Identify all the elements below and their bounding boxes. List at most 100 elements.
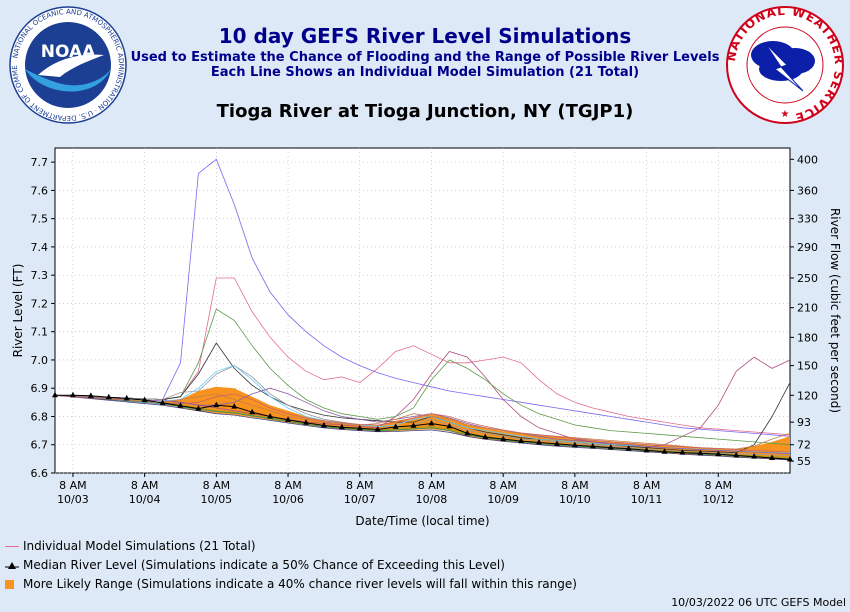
y-tick-label: 7.7 [31, 156, 49, 169]
y-tick-label: 7.6 [31, 184, 49, 197]
median-marker [625, 445, 632, 451]
member-line [54, 308, 791, 446]
chart-subtitle-2: Each Line Shows an Individual Model Simu… [210, 65, 640, 80]
legend-members: Individual Model Simulations (21 Total) [5, 539, 256, 553]
x-tick-label-time: 8 AM [489, 479, 517, 492]
legend-range-swatch [5, 580, 14, 589]
median-marker [159, 399, 166, 405]
y-tick-label: 7.1 [31, 326, 49, 339]
river-level-chart: 6.6 6.7 6.8 6.9 7.0 7.1 7.2 7.3 7.4 7.5 7.6 7.7 55 7… [11, 147, 842, 528]
y2-tick-label: 290 [797, 241, 818, 254]
median-marker [769, 454, 776, 461]
median-marker [177, 402, 184, 408]
median-marker [52, 391, 58, 398]
x-tick-label-date: 10/06 [272, 493, 304, 506]
x-tick-label-time: 8 AM [203, 479, 231, 492]
member-line [54, 393, 791, 453]
x-tick-label-date: 10/05 [200, 493, 232, 506]
x-tick-label-time: 8 AM [274, 479, 302, 492]
median-marker [733, 451, 740, 458]
y2-tick-label: 250 [797, 272, 818, 285]
median-series [52, 391, 793, 462]
median-marker [356, 424, 363, 431]
median-marker [105, 393, 112, 400]
svg-text:★: ★ [781, 109, 790, 120]
median-marker [571, 441, 578, 448]
y-axis-label: River Level (FT) [11, 264, 25, 358]
y2-tick-label: 55 [797, 455, 811, 468]
x-tick-label-date: 10/04 [129, 493, 161, 506]
median-line [55, 394, 791, 460]
x-tick-label-date: 10/10 [559, 493, 591, 506]
y2-tick-label: 400 [797, 153, 818, 166]
legend-range: More Likely Range (Simulations indicate … [5, 577, 577, 591]
median-marker [374, 425, 381, 432]
y-tick-label: 7.0 [31, 354, 49, 367]
y-tick-label: 7.3 [31, 269, 49, 282]
y2-tick-label: 120 [797, 389, 818, 402]
median-marker [697, 449, 704, 456]
median-marker [87, 392, 94, 398]
legend-median: Median River Level (Simulations indicate… [5, 558, 505, 572]
x-tick-label-date: 10/03 [57, 493, 89, 506]
x-tick-label-time: 8 AM [59, 479, 87, 492]
likely-range-area [162, 386, 791, 461]
y-tick-label: 7.4 [31, 241, 49, 254]
median-marker [123, 394, 130, 401]
median-marker [661, 448, 668, 454]
median-marker [643, 446, 650, 453]
y2-tick-label: 72 [797, 439, 811, 452]
median-marker [589, 442, 596, 449]
median-marker [249, 408, 256, 415]
y-tick-label: 6.6 [31, 467, 49, 480]
member-line [54, 158, 791, 437]
x-tick-label-date: 10/11 [631, 493, 663, 506]
y-tick-label: 6.9 [31, 382, 49, 395]
median-marker [213, 401, 220, 408]
median-marker [446, 422, 453, 429]
median-marker [428, 420, 435, 426]
legend-member-swatch [5, 546, 19, 547]
chart-subtitle-1: Used to Estimate the Chance of Flooding … [130, 50, 720, 65]
x-tick-label-time: 8 AM [633, 479, 661, 492]
y-tick-label: 7.5 [31, 213, 49, 226]
median-marker [141, 396, 148, 403]
legend-range-text: More Likely Range (Simulations indicate … [23, 577, 577, 591]
x-tick-label-date: 10/07 [344, 493, 376, 506]
y2-tick-label: 93 [797, 416, 811, 429]
member-line [54, 387, 791, 455]
y2-tick-label: 210 [797, 302, 818, 315]
median-marker [715, 450, 722, 457]
likely-range-band [162, 386, 791, 461]
noaa-logo: NATIONAL OCEANIC AND ATMOSPHERIC ADMINIS… [8, 5, 127, 124]
noaa-logo-text: NOAA [41, 42, 96, 62]
x-axis-label: Date/Time (local time) [355, 514, 489, 528]
median-marker [679, 449, 686, 455]
y2-axis-ticks: 55 72 93 120 150 180 210 250 290 330 360 400 [790, 153, 818, 468]
x-tick-label-date: 10/09 [487, 493, 519, 506]
median-marker [607, 444, 614, 450]
y-tick-label: 6.7 [31, 439, 49, 452]
x-tick-label-date: 10/08 [416, 493, 448, 506]
median-marker [320, 422, 327, 428]
legend-median-text: Median River Level (Simulations indicate… [23, 558, 505, 572]
legend-members-text: Individual Model Simulations (21 Total) [23, 539, 256, 553]
median-marker [482, 433, 489, 440]
median-marker [410, 422, 417, 428]
median-marker [392, 423, 399, 429]
median-marker [518, 437, 525, 444]
median-marker [195, 405, 202, 411]
median-marker [267, 412, 274, 419]
y-tick-label: 6.8 [31, 410, 49, 423]
y2-tick-label: 360 [797, 184, 818, 197]
median-marker [787, 455, 793, 462]
y-tick-label: 7.2 [31, 297, 49, 310]
model-run-footer: 10/03/2022 06 UTC GEFS Model [671, 596, 846, 609]
median-marker [231, 403, 238, 409]
median-marker [536, 438, 543, 445]
x-tick-label-time: 8 AM [346, 479, 374, 492]
y2-axis-label: River Flow (cubic feet per second) [828, 208, 842, 413]
x-tick-label-time: 8 AM [418, 479, 446, 492]
x-tick-label-time: 8 AM [131, 479, 159, 492]
median-marker [500, 435, 507, 442]
